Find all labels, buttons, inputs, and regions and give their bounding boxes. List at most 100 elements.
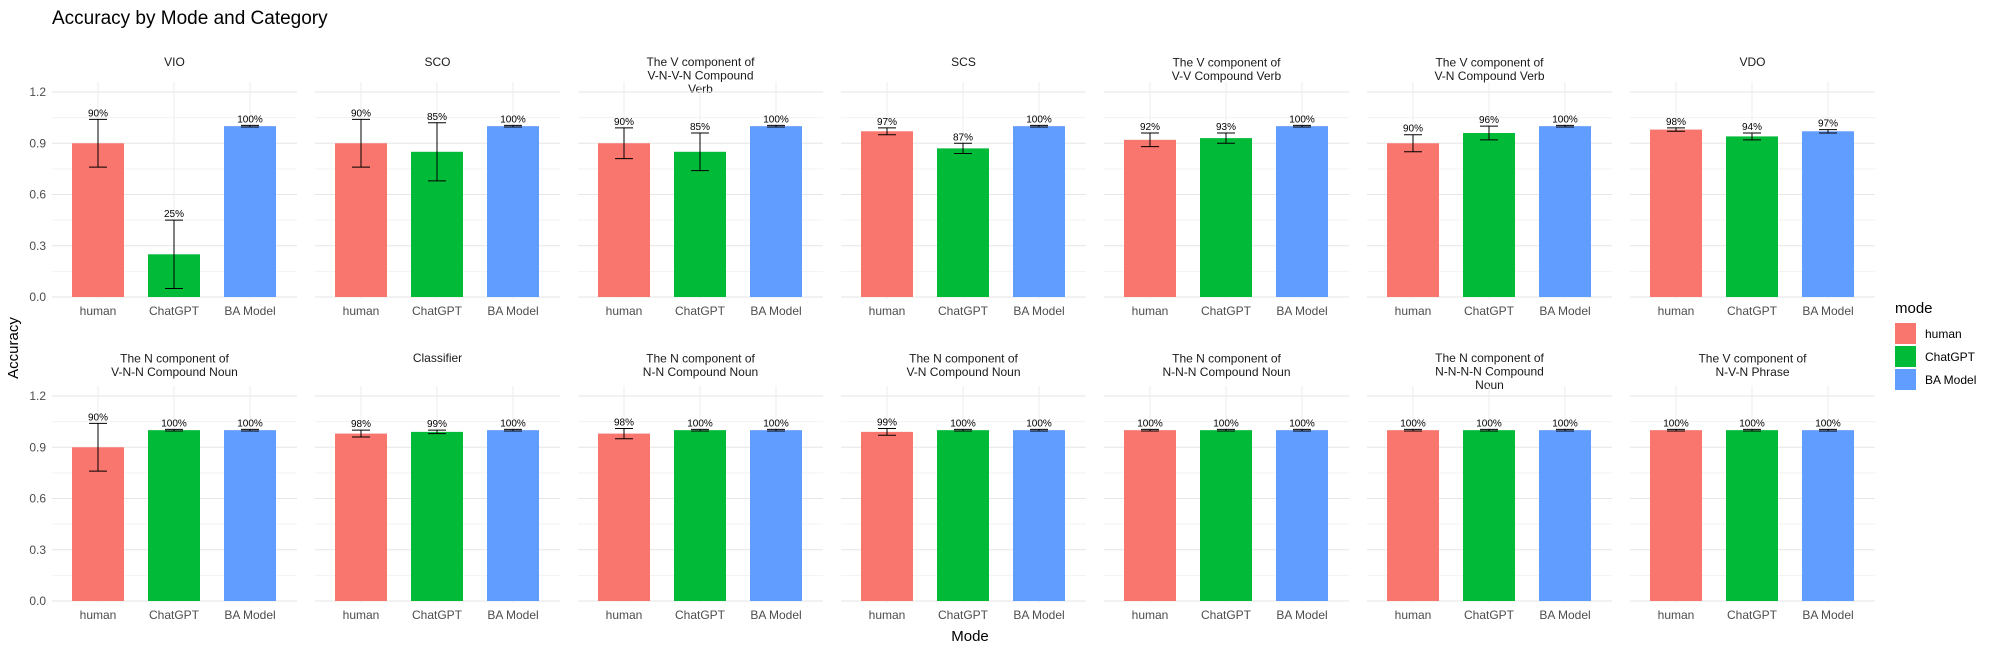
- data-label: 100%: [763, 418, 789, 429]
- bar: [224, 126, 276, 298]
- x-tick-label: ChatGPT: [675, 608, 726, 622]
- data-label: 100%: [763, 114, 789, 125]
- x-tick-label: BA Model: [1276, 304, 1327, 318]
- bar: [1276, 126, 1328, 298]
- bar: [598, 143, 650, 297]
- bar: [1539, 126, 1591, 298]
- legend-swatch: [1895, 346, 1916, 367]
- bar: [487, 126, 539, 298]
- bar: [937, 430, 989, 601]
- panel-title: Noun: [1475, 378, 1504, 392]
- facet-panel: The V component ofV-V Compound Verb 92% hu…: [1104, 56, 1349, 318]
- bar: [72, 447, 124, 601]
- bar: [411, 431, 463, 601]
- data-label: 100%: [1289, 114, 1315, 125]
- x-tick-label: BA Model: [487, 304, 538, 318]
- data-label: 100%: [1213, 418, 1239, 429]
- x-tick-label: human: [80, 304, 117, 318]
- panel-title: N-V-N Phrase: [1715, 365, 1789, 379]
- x-tick-label: ChatGPT: [1201, 304, 1252, 318]
- data-label: 92%: [1140, 122, 1160, 133]
- bar: [1726, 430, 1778, 601]
- bar: [487, 430, 539, 601]
- data-label: 100%: [1026, 418, 1052, 429]
- data-label: 100%: [1552, 418, 1578, 429]
- x-tick-label: BA Model: [1539, 608, 1590, 622]
- bar: [1013, 430, 1065, 601]
- x-tick-label: human: [1395, 608, 1432, 622]
- panel-title: The V component of: [1172, 56, 1281, 70]
- legend: mode human ChatGPT BA Model: [1895, 300, 1976, 390]
- x-tick-label: ChatGPT: [675, 304, 726, 318]
- data-label: 100%: [1400, 418, 1426, 429]
- x-tick-label: ChatGPT: [938, 608, 989, 622]
- data-label: 100%: [1026, 114, 1052, 125]
- legend-swatch: [1895, 323, 1916, 344]
- bar: [750, 126, 802, 298]
- data-label: 90%: [1403, 124, 1423, 135]
- data-label: 94%: [1742, 122, 1762, 133]
- x-tick-label: ChatGPT: [1464, 304, 1515, 318]
- y-axis-title: Accuracy: [5, 317, 22, 379]
- x-tick-label: BA Model: [750, 304, 801, 318]
- panel-title: The N component of: [1172, 352, 1281, 366]
- panel-title: N-N-N-N Compound: [1435, 365, 1544, 379]
- facet-panel: VIO 0.0 0.3 0.6 0.9 1.2 90% human 25% ChatGPT 100%…: [29, 55, 297, 318]
- x-tick-label: BA Model: [1802, 304, 1853, 318]
- panel-title: Verb: [688, 82, 713, 96]
- bar: [674, 151, 726, 297]
- x-tick-label: ChatGPT: [149, 608, 200, 622]
- bar: [224, 430, 276, 601]
- x-tick-label: ChatGPT: [412, 608, 463, 622]
- x-tick-label: ChatGPT: [938, 304, 989, 318]
- facet-panel: The N component ofN-N Compound Noun 98% hu…: [578, 352, 823, 622]
- panel-title: The N component of: [909, 352, 1018, 366]
- bar: [1387, 143, 1439, 297]
- bar: [1200, 138, 1252, 297]
- legend-label: human: [1925, 327, 1962, 341]
- x-tick-label: BA Model: [1539, 304, 1590, 318]
- facet-panel: The N component ofN-N-N Compound Noun 100…: [1104, 352, 1349, 622]
- data-label: 25%: [164, 209, 184, 220]
- x-tick-label: human: [869, 304, 906, 318]
- panel-title: V-N-V-N Compound: [647, 69, 753, 83]
- facet-panel: The V component ofV-N Compound Verb 90% hu…: [1367, 56, 1612, 318]
- x-tick-label: human: [1132, 304, 1169, 318]
- bar: [1124, 430, 1176, 601]
- bar: [1463, 133, 1515, 297]
- facet-panel: The V component ofN-V-N Phrase 100% human 1…: [1630, 352, 1875, 622]
- bar: [937, 148, 989, 297]
- data-label: 90%: [88, 412, 108, 423]
- x-tick-label: human: [1395, 304, 1432, 318]
- data-label: 100%: [500, 418, 526, 429]
- data-label: 85%: [690, 122, 710, 133]
- panel-title: V-N Compound Verb: [1434, 69, 1544, 83]
- chart-title: Accuracy by Mode and Category: [52, 8, 328, 29]
- bar: [1276, 430, 1328, 601]
- legend-label: ChatGPT: [1925, 350, 1976, 364]
- bar: [1463, 430, 1515, 601]
- panel-title: SCO: [424, 55, 450, 69]
- bar: [1200, 430, 1252, 601]
- x-tick-label: ChatGPT: [1464, 608, 1515, 622]
- data-label: 100%: [1552, 114, 1578, 125]
- data-label: 87%: [953, 132, 973, 143]
- bar: [1387, 430, 1439, 601]
- x-tick-label: BA Model: [487, 608, 538, 622]
- x-tick-label: BA Model: [750, 608, 801, 622]
- data-label: 90%: [614, 117, 634, 128]
- data-label: 98%: [351, 419, 371, 430]
- panel-title: The V component of: [646, 55, 755, 69]
- panel-title: VIO: [164, 55, 185, 69]
- x-tick-label: BA Model: [224, 304, 275, 318]
- x-tick-label: human: [343, 304, 380, 318]
- legend-swatch: [1895, 369, 1916, 390]
- data-label: 100%: [161, 418, 187, 429]
- y-tick-label: 0.6: [29, 492, 46, 506]
- x-tick-label: BA Model: [1013, 608, 1064, 622]
- bar: [1650, 430, 1702, 601]
- bar: [1013, 126, 1065, 298]
